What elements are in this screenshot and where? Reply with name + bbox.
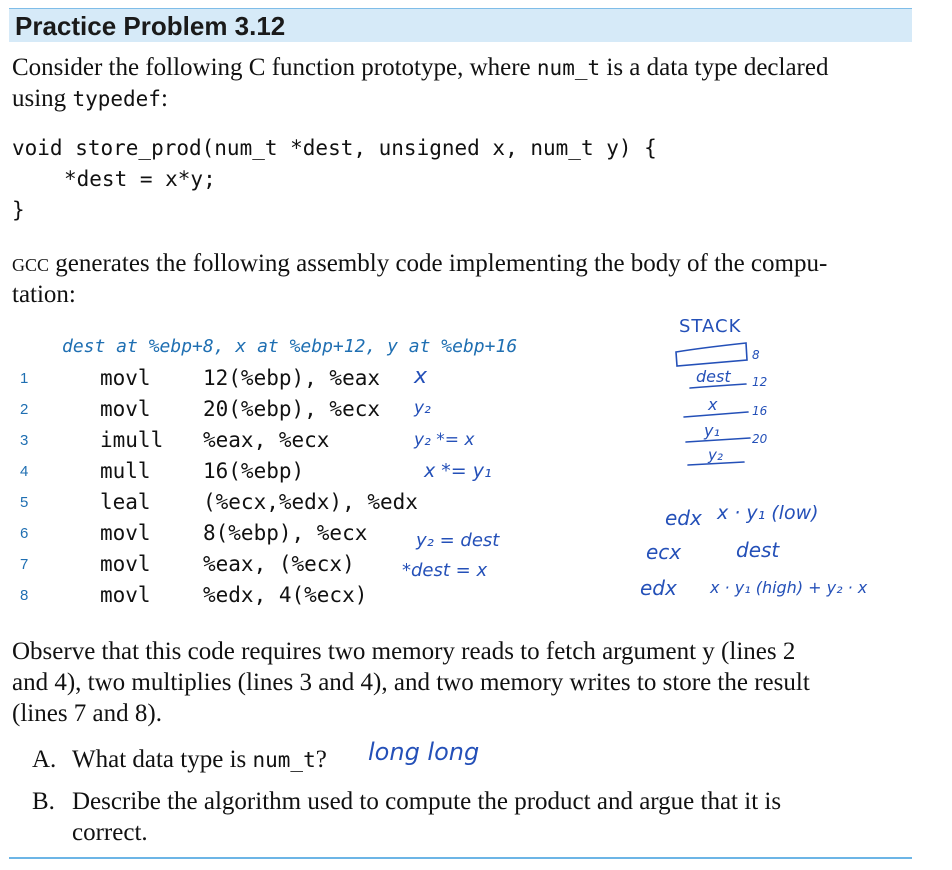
c-code-line-2: *dest = x*y;	[64, 167, 216, 191]
stack-offset-8: 8	[752, 348, 760, 362]
intro-code-typedef: typedef	[72, 87, 161, 111]
question-b-line-2: correct.	[72, 819, 148, 846]
stack-slot-y1: y₁	[704, 421, 720, 440]
question-a-text: What data type is	[72, 746, 253, 773]
assembly-line: 3 imull %eax, %ecx	[0, 428, 600, 459]
instruction-op: movl	[100, 583, 151, 607]
stack-slot-y2: y₂	[708, 446, 723, 464]
question-a: What data type is num_t?	[72, 744, 327, 776]
stack-offset-12: 12	[752, 375, 768, 389]
gcc-line-2: tation:	[12, 281, 76, 308]
instruction-args: 12(%ebp), %eax	[203, 366, 381, 390]
instruction-args: 16(%ebp)	[203, 459, 305, 483]
instruction-args: 20(%ebp), %ecx	[203, 397, 381, 421]
problem-title: Practice Problem 3.12	[15, 11, 286, 41]
line-number: 6	[20, 525, 29, 542]
question-b-label: B.	[32, 788, 55, 815]
observe-line-3: (lines 7 and 8).	[12, 700, 162, 727]
stack-offset-16: 16	[752, 404, 768, 418]
bottom-divider	[9, 857, 912, 859]
stack-title: STACK	[679, 316, 742, 337]
line-number: 2	[20, 401, 29, 418]
assembly-line: 6 movl 8(%ebp), %ecx	[0, 521, 600, 552]
instruction-args: %eax, (%ecx)	[203, 552, 355, 576]
c-code-line-1: void store_prod(num_t *dest, unsigned x,…	[12, 136, 657, 160]
line-number: 1	[20, 370, 29, 387]
question-a-code: num_t	[252, 748, 316, 772]
reg-edx-label-1: edx	[665, 506, 702, 530]
intro-line-1: Consider the following C function protot…	[12, 52, 828, 84]
stack-slot-dest: dest	[696, 367, 731, 386]
intro-text-a: Consider the following C function protot…	[12, 54, 537, 81]
gcc-line-1: gcc generates the following assembly cod…	[12, 248, 827, 279]
instruction-args: 8(%ebp), %ecx	[203, 521, 368, 545]
observe-line-2: and 4), two multiplies (lines 3 and 4), …	[12, 669, 810, 696]
handwritten-answer-a: long long	[368, 738, 480, 766]
reg-ecx-value: dest	[736, 538, 780, 562]
assembly-line: 2 movl 20(%ebp), %ecx	[0, 397, 600, 428]
intro-text-b: is a data type declared	[600, 54, 829, 81]
instruction-op: imull	[100, 428, 164, 452]
stack-top-box	[675, 342, 748, 367]
instruction-op: movl	[100, 366, 151, 390]
assembly-line: 1 movl 12(%ebp), %eax	[0, 366, 600, 397]
intro-code-num-t: num_t	[536, 56, 601, 80]
intro-text-c: using	[12, 85, 73, 112]
line-number: 7	[20, 556, 29, 573]
stack-offset-20: 20	[752, 432, 768, 446]
reg-edx-label-2: edx	[640, 576, 677, 600]
handwritten-note-line-1: x	[414, 364, 428, 389]
handwritten-note-line-3: y₂ *= x	[414, 430, 475, 450]
handwritten-note-line-4: x *= y₁	[424, 460, 492, 482]
assembly-comment: dest at %ebp+8, x at %ebp+12, y at %ebp+…	[62, 336, 518, 357]
instruction-op: movl	[100, 552, 151, 576]
line-number: 8	[20, 587, 29, 604]
instruction-args: %edx, 4(%ecx)	[203, 583, 368, 607]
instruction-op: leal	[100, 490, 151, 514]
question-a-label: A.	[32, 746, 57, 773]
gcc-text-rest: generates the following assembly code im…	[49, 250, 828, 277]
reg-ecx-label: ecx	[646, 540, 682, 564]
c-code-line-3: }	[12, 198, 25, 222]
intro-line-2: using typedef:	[12, 83, 168, 115]
reg-edx-value-1: x · y₁ (low)	[717, 502, 819, 524]
line-number: 3	[20, 432, 29, 449]
gcc-label: gcc	[12, 250, 50, 277]
instruction-op: mull	[100, 459, 151, 483]
assembly-line: 8 movl %edx, 4(%ecx)	[0, 583, 600, 614]
assembly-line: 5 leal (%ecx,%edx), %edx	[0, 490, 600, 521]
observe-line-1: Observe that this code requires two memo…	[12, 638, 796, 665]
handwritten-note-line-6: y₂ = dest	[416, 530, 500, 551]
instruction-op: movl	[100, 397, 151, 421]
assembly-line: 7 movl %eax, (%ecx)	[0, 552, 600, 583]
reg-edx-value-2: x · y₁ (high) + y₂ · x	[710, 578, 868, 597]
line-number: 4	[20, 463, 29, 480]
problem-header: Practice Problem 3.12	[9, 8, 912, 42]
question-a-qmark: ?	[315, 746, 327, 773]
intro-text-d: :	[160, 85, 168, 112]
handwritten-note-line-2: y₂	[414, 398, 431, 418]
question-b-line-1: Describe the algorithm used to compute t…	[72, 788, 782, 815]
stack-slot-x: x	[708, 395, 718, 414]
instruction-op: movl	[100, 521, 151, 545]
instruction-args: (%ecx,%edx), %edx	[203, 490, 418, 514]
assembly-line: 4 mull 16(%ebp)	[0, 459, 600, 490]
handwritten-note-line-7: *dest = x	[402, 560, 488, 581]
line-number: 5	[20, 494, 29, 511]
instruction-args: %eax, %ecx	[203, 428, 330, 452]
